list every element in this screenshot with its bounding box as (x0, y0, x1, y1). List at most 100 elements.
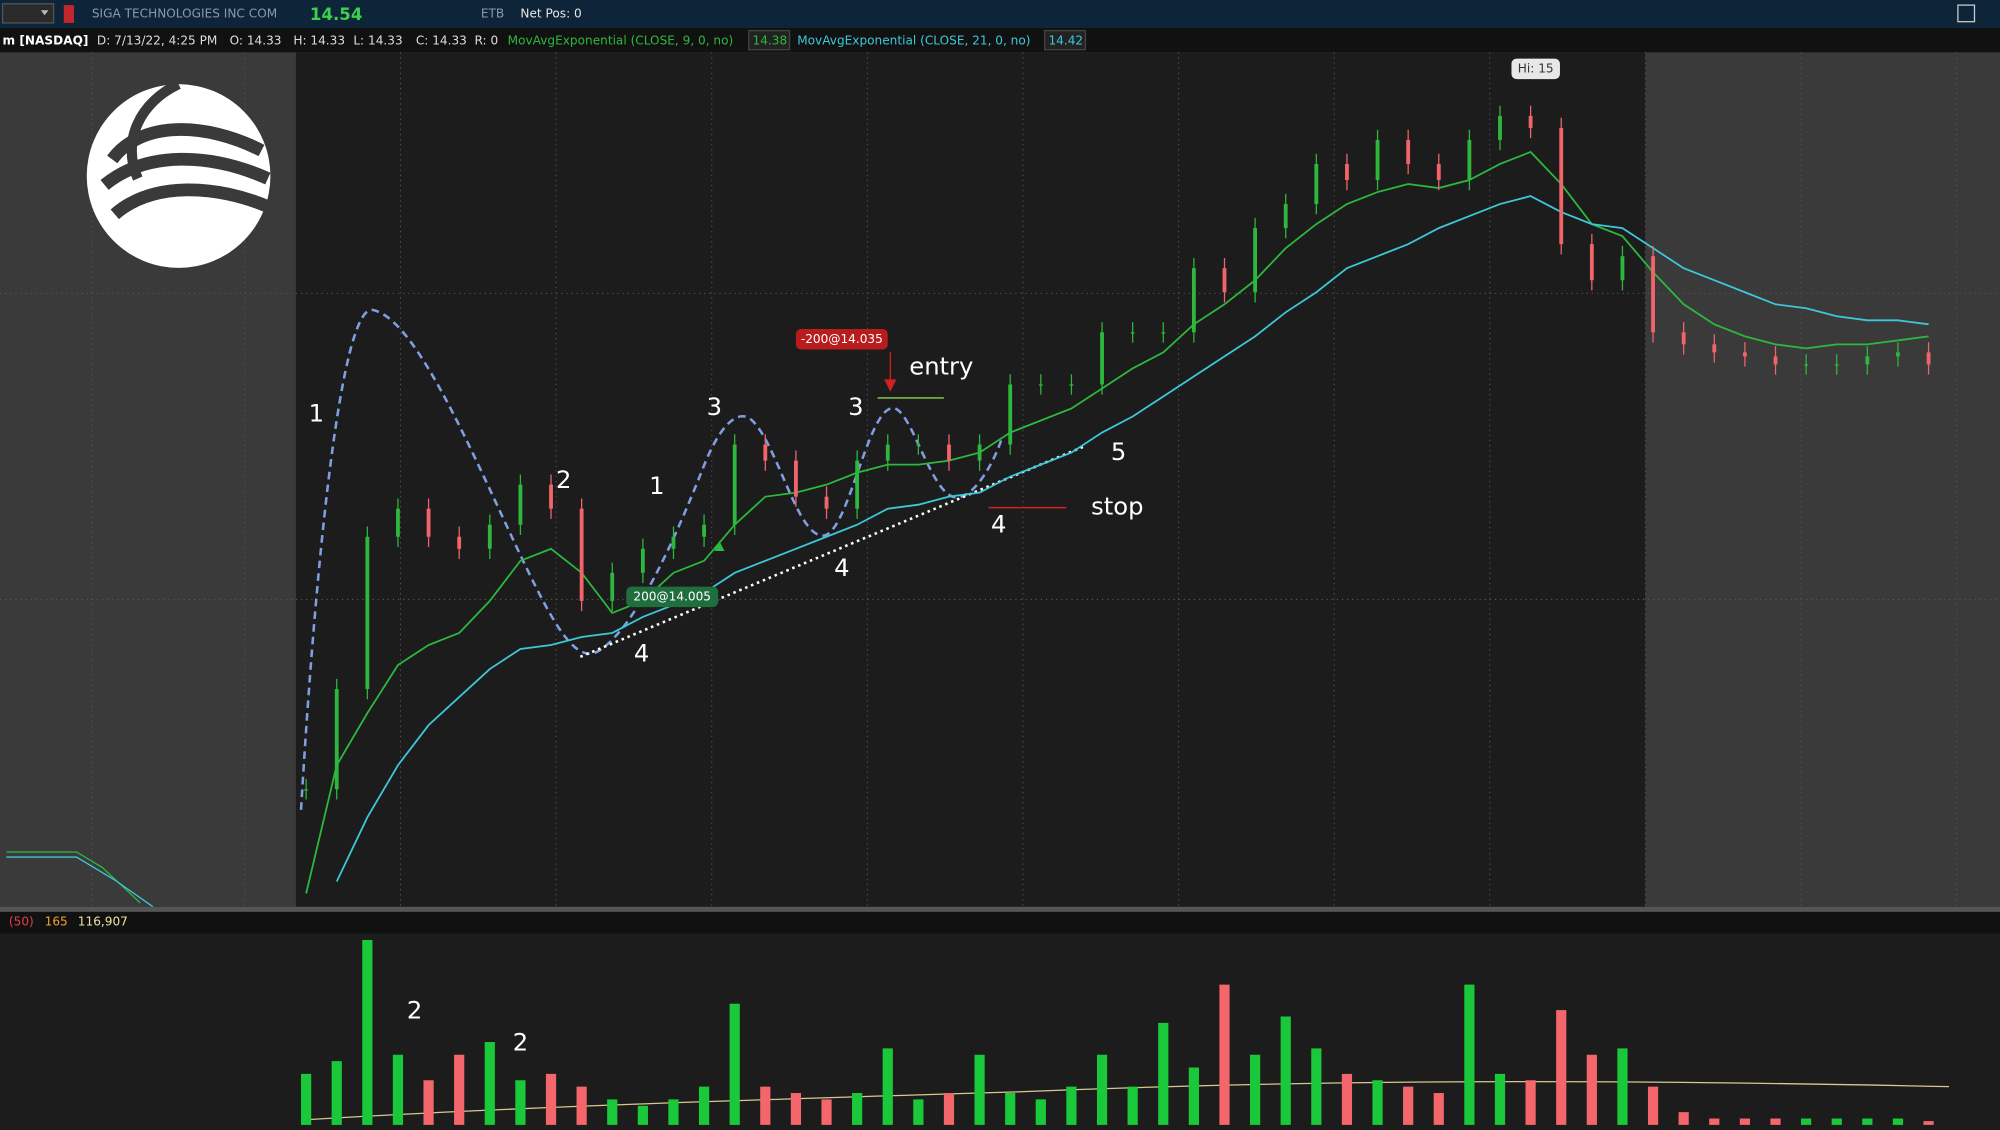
candle (487, 524, 492, 549)
volume-bar (821, 1099, 832, 1125)
candle (1865, 356, 1870, 365)
net-pos: Net Pos: 0 (520, 7, 581, 21)
wave-drawing (299, 308, 1003, 810)
volume-bar (607, 1099, 618, 1125)
volume-bar (668, 1099, 679, 1125)
link-icon[interactable] (63, 5, 74, 23)
volume-bar (1525, 1080, 1536, 1125)
volume-bar (515, 1080, 526, 1125)
candle (1038, 384, 1043, 386)
annotation: 5 (1111, 438, 1126, 466)
candle (426, 508, 431, 537)
candle (702, 524, 706, 537)
ema21-value: 14.42 (1048, 33, 1083, 47)
volume-bar (331, 1061, 342, 1125)
annotation: 2 (407, 996, 422, 1024)
volume-bar (1280, 1016, 1291, 1125)
annotation: 3 (707, 393, 722, 421)
candle (977, 444, 982, 461)
volume-bar (1923, 1121, 1934, 1125)
volume-header (0, 911, 2000, 934)
range: R: 0 (474, 33, 498, 47)
order-label: -200@14.035 (801, 332, 883, 346)
ema-line (305, 150, 1929, 894)
candle (1681, 332, 1686, 345)
candle (1712, 344, 1717, 353)
volume-bar (852, 1093, 863, 1125)
ema9-label: MovAvgExponential (CLOSE, 9, 0, no) (508, 33, 734, 47)
candle (304, 789, 309, 791)
session-area (295, 52, 1646, 907)
candle (1222, 268, 1227, 293)
order-label: 200@14.005 (633, 589, 711, 603)
annotation: 4 (991, 510, 1006, 538)
volume-bar (882, 1048, 893, 1125)
candle (396, 508, 400, 537)
share-icon[interactable] (1957, 4, 1976, 23)
ema21-label: MovAvgExponential (CLOSE, 21, 0, no) (797, 33, 1030, 47)
candle (1406, 139, 1411, 164)
volume-bar (576, 1086, 587, 1125)
volume-average (306, 1080, 1949, 1121)
candle (1161, 332, 1166, 334)
close: C: 14.33 (416, 33, 467, 47)
dropdown-arrow (40, 10, 49, 16)
candle (1345, 163, 1349, 181)
candle (671, 536, 676, 549)
volume-bar (1647, 1086, 1659, 1125)
annotation: 1 (309, 400, 324, 428)
volume-length: (50) (9, 915, 34, 929)
candle (1008, 384, 1013, 445)
volume-panel (0, 933, 2000, 1130)
last-price: 14.54 (310, 5, 362, 24)
high: H: 14.33 (293, 33, 345, 47)
candle (855, 460, 860, 509)
volume-bar (1556, 1010, 1567, 1125)
order-label: Hi: 15 (1518, 61, 1554, 75)
volume-bar (1433, 1093, 1444, 1125)
volume-bar (637, 1105, 648, 1125)
volume-bar (1892, 1118, 1904, 1125)
candle (457, 536, 462, 549)
annotation: 4 (834, 554, 849, 582)
candle (1528, 115, 1533, 128)
candle (794, 460, 798, 497)
candle (1559, 127, 1564, 245)
candle (640, 548, 645, 573)
candle (1651, 256, 1655, 333)
annotation: entry (909, 352, 973, 380)
volume-bar (1188, 1067, 1199, 1125)
candle (1589, 244, 1594, 281)
volume-value: 116,907 (78, 915, 128, 929)
volume-bar (1617, 1048, 1628, 1125)
volume-bar (484, 1041, 495, 1125)
volume-bar (1831, 1118, 1842, 1125)
ema9-value: 14.38 (753, 33, 788, 47)
candle (1100, 332, 1104, 385)
volume-bar (913, 1099, 924, 1125)
annotation: 4 (634, 639, 649, 667)
volume-bar (1127, 1086, 1138, 1125)
volume-bar (423, 1080, 434, 1125)
candle (518, 484, 523, 525)
candle (1773, 356, 1778, 365)
volume-bar (1005, 1093, 1016, 1125)
exchange: m [NASDAQ] (3, 33, 89, 47)
volume-bar (1096, 1054, 1108, 1125)
volume-bar (943, 1093, 955, 1125)
candle (1467, 139, 1472, 181)
low: L: 14.33 (353, 33, 402, 47)
volume-bar (1862, 1118, 1873, 1125)
buy-arrow (714, 540, 725, 551)
annotation: 2 (513, 1028, 528, 1056)
dropdown[interactable] (1, 3, 55, 24)
candle (334, 689, 339, 790)
divider (0, 906, 2000, 912)
order-badge (795, 329, 888, 350)
ema21-box (1044, 29, 1087, 51)
volume-bar (790, 1093, 802, 1125)
order-badge (626, 586, 719, 608)
annotation: 1 (649, 472, 664, 500)
candle (1314, 163, 1319, 205)
volume-bar (1801, 1118, 1812, 1125)
